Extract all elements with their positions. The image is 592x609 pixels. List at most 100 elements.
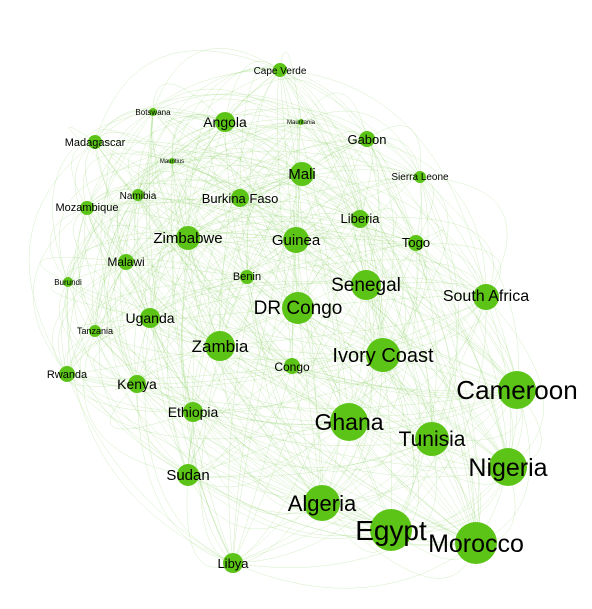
graph-edge: [134, 194, 194, 413]
graph-edge: [66, 354, 384, 389]
graph-edge: [246, 234, 367, 286]
node-egypt: [370, 509, 412, 551]
graph-edge: [136, 383, 392, 537]
graph-edge: [94, 141, 299, 309]
graph-edge: [136, 383, 234, 564]
graph-edge: [365, 284, 414, 531]
graph-edge: [125, 121, 226, 263]
graph-edge: [279, 69, 361, 220]
graph-edge: [415, 242, 479, 544]
graph-edge: [39, 257, 127, 283]
graph-edge: [301, 173, 477, 544]
graph-edge: [187, 474, 323, 530]
graph-edge: [187, 218, 361, 476]
graph-edge: [292, 209, 299, 309]
graph-edge: [187, 173, 303, 476]
graph-edge: [69, 126, 139, 196]
node-gabon: [359, 131, 375, 147]
graph-edge: [219, 345, 323, 509]
node-label-egypt: Egypt: [355, 515, 427, 546]
node-zambia: [205, 331, 235, 361]
graph-edge: [50, 207, 88, 283]
graph-edge: [137, 126, 421, 196]
graph-edge: [155, 159, 189, 239]
graph-edge: [133, 194, 221, 347]
graph-edge: [279, 69, 433, 440]
graph-edge: [94, 330, 518, 417]
graph-edge: [66, 365, 293, 379]
graph-edge: [106, 194, 189, 476]
node-label-namibia: Namibia: [120, 191, 157, 202]
graph-edge: [94, 330, 384, 360]
graph-edge: [224, 121, 323, 504]
graph-edge: [171, 150, 241, 199]
graph-edge: [59, 160, 173, 283]
graph-edge: [192, 242, 417, 414]
graph-edge: [67, 281, 221, 347]
graph-edge: [295, 239, 477, 544]
graph-edge: [219, 242, 417, 347]
graph-edge: [224, 121, 384, 356]
graph-edge: [137, 164, 303, 196]
graph-edge: [66, 69, 281, 375]
node-label-nigeria: Nigeria: [468, 454, 547, 482]
graph-edge: [232, 296, 487, 564]
graph-edge: [136, 383, 323, 504]
graph-edge: [90, 276, 248, 332]
node-nigeria: [489, 448, 527, 486]
node-south-africa: [473, 284, 499, 310]
graph-edge: [86, 179, 361, 220]
node-label-ethiopia: Ethiopia: [168, 404, 219, 420]
graph-edge: [66, 242, 417, 375]
graph-edge: [66, 373, 392, 531]
graph-edge: [135, 317, 189, 476]
node-label-uganda: Uganda: [125, 310, 174, 326]
node-mozambique: [80, 201, 94, 215]
graph-edge: [94, 107, 226, 143]
graph-edge: [66, 173, 303, 375]
graph-edge: [145, 237, 297, 319]
node-guinea: [283, 227, 309, 253]
graph-edge: [366, 138, 509, 468]
graph-edge: [365, 230, 444, 286]
graph-edge: [187, 474, 392, 539]
graph-edge: [321, 218, 375, 504]
graph-edge: [295, 235, 487, 298]
graph-edge: [187, 237, 323, 504]
node-liberia: [351, 210, 369, 228]
node-senegal: [351, 270, 381, 300]
graph-edge: [219, 345, 509, 468]
graph-edge: [300, 92, 368, 140]
graph-edge: [152, 111, 487, 298]
graph-edge: [300, 118, 367, 286]
node-label-malawi: Malawi: [107, 255, 144, 269]
node-sudan: [177, 464, 199, 486]
node-sierra-leone: [414, 171, 426, 183]
graph-edge: [187, 354, 384, 488]
graph-edge: [86, 69, 281, 209]
graph-edge: [232, 542, 477, 589]
graph-edge: [149, 121, 302, 319]
node-label-burkina-faso: Burkina Faso: [202, 191, 279, 206]
node-label-benin: Benin: [233, 271, 261, 283]
graph-edge: [187, 237, 350, 423]
graph-edge: [192, 411, 477, 544]
node-label-mauritius: Mauritius: [160, 159, 184, 165]
graph-edge: [239, 197, 350, 423]
graph-edge: [125, 261, 384, 356]
graph-edge: [86, 207, 477, 544]
graph-edge: [300, 121, 509, 468]
node-label-libya: Libya: [217, 556, 249, 571]
graph-edge: [279, 69, 299, 309]
graph-edge: [67, 281, 392, 531]
graph-edge: [171, 138, 421, 178]
graph-edge: [86, 207, 293, 367]
graph-edge: [192, 411, 433, 472]
node-angola: [215, 112, 235, 132]
graph-edge: [94, 281, 487, 332]
node-malawi: [118, 254, 134, 270]
graph-edge: [187, 284, 367, 476]
graph-edge: [66, 373, 234, 564]
graph-edge: [187, 237, 518, 391]
